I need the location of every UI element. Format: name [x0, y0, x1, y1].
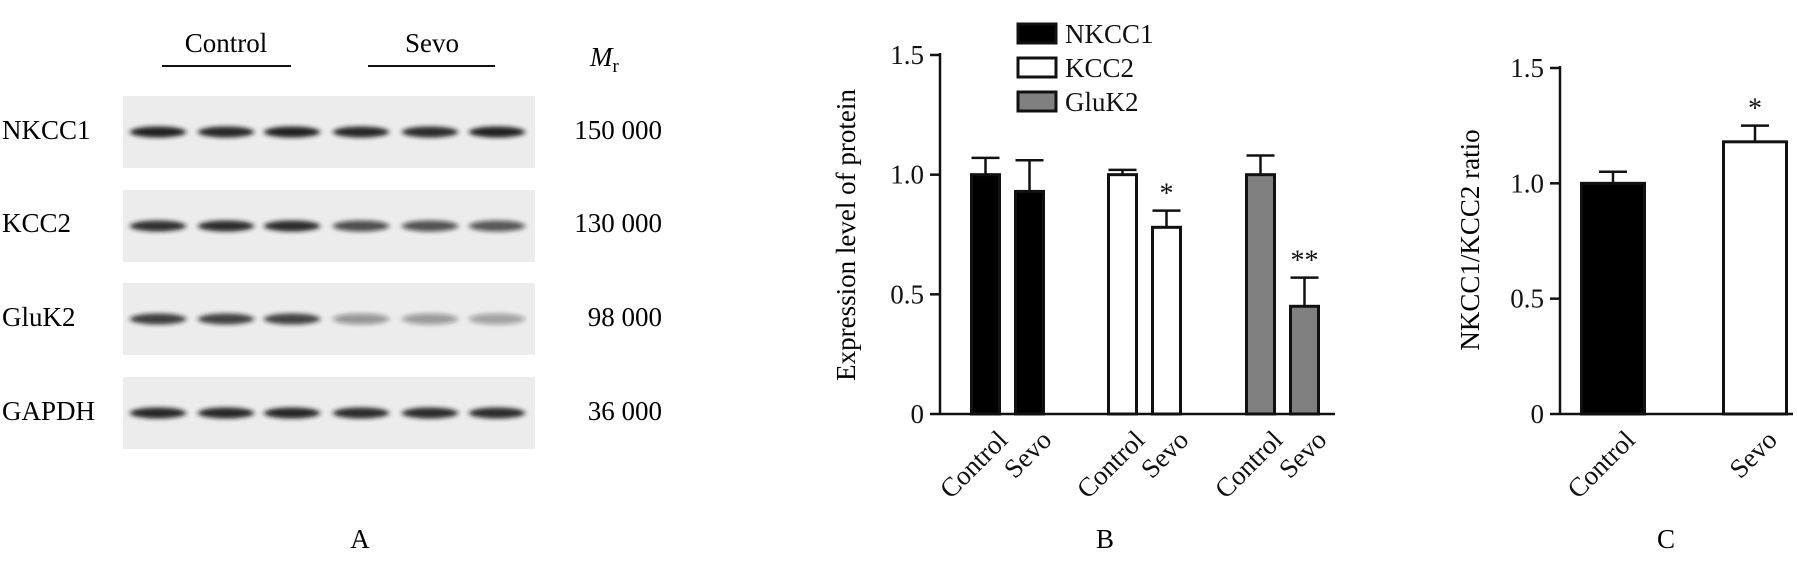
blot-strips	[123, 96, 535, 449]
chart-b-nkcc1-sevo-category-label: Sevo	[998, 425, 1057, 484]
chart-c-bars: Control * Sevo	[1561, 94, 1788, 505]
blot-mass-gapdh: 36 000	[588, 396, 662, 426]
chart-b-legend: NKCC1 KCC2 GluK2	[1016, 19, 1154, 117]
blot-band-nkcc1-lane-4	[333, 126, 389, 138]
chart-b-legend-kcc2-swatch	[1016, 56, 1058, 79]
blot-band-kcc2-lane-1	[130, 220, 186, 232]
blot-strip-gluk2	[123, 283, 535, 355]
chart-b-gluk2-sevo-category-label: Sevo	[1273, 425, 1332, 484]
chart-b-y-tick-label: 1.0	[890, 160, 924, 190]
blot-band-kcc2-lane-5	[402, 220, 458, 232]
chart-b-legend-nkcc1-label: NKCC1	[1065, 19, 1154, 49]
chart-b-gluk2-sevo-bar	[1289, 304, 1320, 416]
western-blot-panel: Control Sevo Mr NKCC1 KCC2 GluK2 GAPDH 1…	[2, 28, 662, 554]
blot-band-nkcc1-lane-5	[402, 126, 458, 138]
blot-band-gapdh-lane-4	[333, 407, 389, 419]
blot-band-nkcc1-lane-1	[130, 126, 186, 138]
chart-c-control-bar	[1580, 181, 1646, 416]
blot-row-label-gluk2: GluK2	[2, 302, 76, 332]
blot-band-nkcc1-lane-6	[469, 126, 525, 138]
blot-band-kcc2-lane-6	[469, 220, 525, 232]
blot-band-gapdh-lane-1	[130, 407, 186, 419]
blot-band-kcc2-lane-3	[264, 220, 320, 232]
blot-band-gluk2-lane-5	[402, 313, 458, 325]
chart-b-legend-kcc2-label: KCC2	[1065, 53, 1134, 83]
chart-c-sevo-significance-marker: *	[1748, 94, 1762, 125]
panel-label-b: B	[1096, 524, 1114, 554]
chart-b-y-tick-label: 1.5	[890, 40, 924, 70]
blot-row-label-nkcc1: NKCC1	[2, 115, 91, 145]
chart-b-kcc2-sevo-significance-marker: *	[1160, 179, 1174, 210]
blot-mass-gluk2: 98 000	[588, 302, 662, 332]
blot-band-gluk2-lane-4	[333, 313, 389, 325]
chart-c-y-tick-label: 0	[1531, 399, 1545, 429]
chart-c-y-axis-title: NKCC1/KCC2 ratio	[1455, 129, 1485, 350]
blot-row-label-kcc2: KCC2	[2, 208, 71, 238]
blot-band-gluk2-lane-1	[130, 313, 186, 325]
chart-b-legend-nkcc1-swatch	[1016, 22, 1058, 45]
blot-band-gapdh-lane-5	[402, 407, 458, 419]
blot-bands	[130, 126, 525, 419]
blot-group-label-sevo: Sevo	[405, 28, 459, 58]
chart-c-y-tick-label: 0.5	[1510, 284, 1544, 314]
blot-band-gapdh-lane-2	[198, 407, 254, 419]
blot-strip-nkcc1	[123, 96, 535, 168]
chart-c-y-tick-label: 1.0	[1510, 168, 1544, 198]
nkcc1-kcc2-ratio-chart: 0 0.5 1.0 1.5 Control * Sevo NKCC1/KCC2 ratio…	[1455, 53, 1793, 554]
blot-band-gapdh-lane-3	[264, 407, 320, 419]
blot-band-kcc2-lane-2	[198, 220, 254, 232]
blot-mass-nkcc1: 150 000	[574, 115, 662, 145]
chart-b-y-tick-label: 0	[911, 399, 925, 429]
chart-c-control-category-label: Control	[1561, 425, 1641, 505]
chart-b-gluk2-control-bar	[1245, 173, 1276, 416]
chart-b-axes: 0 0.5 1.0 1.5	[890, 40, 1335, 429]
chart-b-kcc2-sevo-category-label: Sevo	[1135, 425, 1194, 484]
chart-b-kcc2-sevo-bar	[1151, 225, 1182, 416]
mr-label: Mr	[589, 42, 620, 77]
chart-b-legend-gluk2-label: GluK2	[1065, 87, 1139, 117]
blot-band-gluk2-lane-6	[469, 313, 525, 325]
chart-c-sevo-category-label: Sevo	[1723, 425, 1782, 484]
chart-b-nkcc1-sevo-bar	[1014, 189, 1045, 416]
chart-b-kcc2-control-bar	[1107, 173, 1138, 416]
chart-c-sevo-bar	[1722, 140, 1788, 416]
blot-band-gapdh-lane-6	[469, 407, 525, 419]
chart-b-y-axis-title: Expression level of protein	[831, 89, 861, 381]
chart-b-y-tick-label: 0.5	[890, 279, 924, 309]
panel-label-c: C	[1657, 524, 1675, 554]
blot-row-label-gapdh: GAPDH	[2, 396, 95, 426]
panel-label-a: A	[350, 524, 370, 554]
chart-c-y-tick-label: 1.5	[1510, 53, 1544, 83]
chart-b-nkcc1-control-bar	[970, 173, 1001, 416]
chart-b-gluk2-sevo-significance-marker: **	[1291, 246, 1319, 277]
blot-band-gluk2-lane-3	[264, 313, 320, 325]
blot-group-label-control: Control	[185, 28, 268, 58]
blot-band-nkcc1-lane-3	[264, 126, 320, 138]
blot-strip-gapdh	[123, 377, 535, 449]
chart-b-legend-gluk2-swatch	[1016, 90, 1058, 113]
blot-band-nkcc1-lane-2	[198, 126, 254, 138]
blot-strip-kcc2	[123, 190, 535, 262]
blot-band-kcc2-lane-4	[333, 220, 389, 232]
blot-mass-kcc2: 130 000	[574, 208, 662, 238]
blot-band-gluk2-lane-2	[198, 313, 254, 325]
